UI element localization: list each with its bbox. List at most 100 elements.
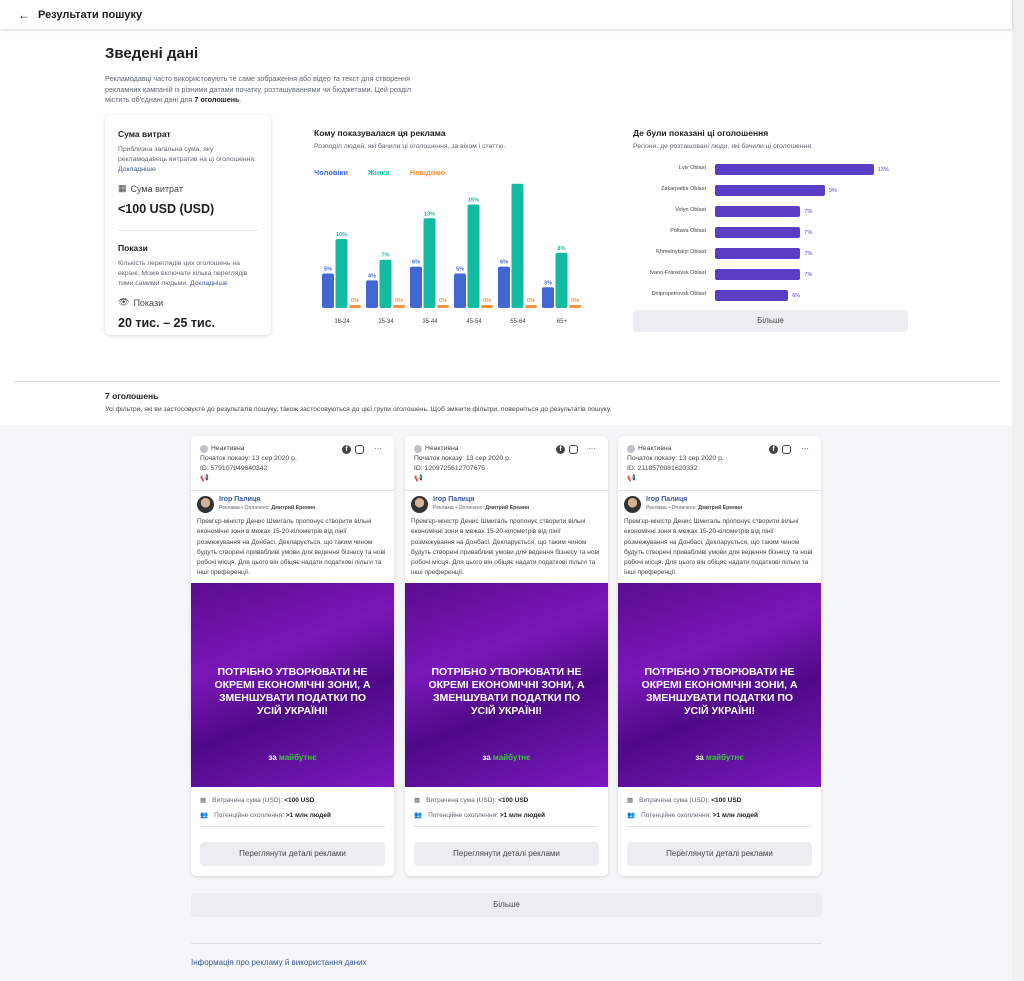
creative-brand: за майбутнє <box>191 753 394 762</box>
regions-section: Де були показані ці оголошення Регіони, … <box>633 128 908 332</box>
region-bar[interactable] <box>715 164 874 175</box>
intro-count: 7 оголошень <box>194 95 240 104</box>
region-value: 7% <box>804 251 813 257</box>
inactive-icon <box>200 445 208 453</box>
creative-slogan: ПОТРІБНО УТВОРЮВАТИ НЕ ОКРЕМІ ЕКОНОМІЧНІ… <box>428 666 585 717</box>
region-label: Zakarpattia Oblast <box>661 186 706 192</box>
legend-unknown[interactable]: Невідомо <box>409 168 446 177</box>
bar[interactable] <box>481 305 493 308</box>
spend-desc: Приблизна загальна сума, яку рекламодаве… <box>118 145 258 175</box>
region-row: Poltava Oblast 7% <box>633 227 908 238</box>
data-label: 8% <box>558 246 566 252</box>
data-label: 0% <box>571 298 579 304</box>
region-value: 9% <box>828 188 837 194</box>
region-bar[interactable] <box>715 269 801 280</box>
reach-value: >1 млн людей <box>712 811 758 819</box>
spend-more-link[interactable]: Докладніше <box>118 166 156 173</box>
facebook-icon: f <box>769 444 778 454</box>
ad-info-link[interactable]: Інформація про рекламу й використання да… <box>191 958 367 967</box>
ad-body: Прем'єр-міністр Денис Шмигаль пропонує с… <box>411 518 600 577</box>
bar[interactable] <box>335 239 348 308</box>
tick-label: 35-44 <box>422 319 438 325</box>
bar[interactable] <box>423 218 436 308</box>
tick-label: 25-34 <box>378 319 394 325</box>
megaphone-icon: 📢 <box>627 475 636 482</box>
instagram-icon <box>569 444 578 454</box>
ad-id: ID: 579107949640342 <box>200 465 268 472</box>
view-ad-details-button[interactable]: Переглянути деталі реклами <box>627 842 812 866</box>
ad-stats: ▦ Витрачена сума (USD): <100 USD 👥 Потенці… <box>414 796 599 827</box>
ad-spent: ▦ Витрачена сума (USD): <100 USD <box>627 796 812 805</box>
bar[interactable] <box>542 287 554 308</box>
region-bar[interactable] <box>715 248 801 259</box>
summary-intro: Рекламодавці часто використовують те сам… <box>105 74 411 104</box>
bar[interactable] <box>454 273 466 309</box>
bar[interactable] <box>379 259 392 308</box>
people-icon: 👥 <box>627 812 636 819</box>
more-ads-button[interactable]: Більше <box>191 893 822 917</box>
ad-status: Неактивна <box>200 444 385 454</box>
megaphone-icon: 📢 <box>200 475 209 482</box>
region-bar[interactable] <box>715 185 825 196</box>
tick-label: 65+ <box>557 319 568 325</box>
tick-label: 45-54 <box>466 319 482 325</box>
megaphone-icon: 📢 <box>414 475 423 482</box>
status-text: Неактивна <box>425 445 459 452</box>
advertiser-name[interactable]: Ігор Палиця <box>219 496 261 503</box>
advertiser: Ігор Палиця Реклама • Оплачено: Дмитрий Е… <box>405 491 608 513</box>
region-bar[interactable] <box>715 227 801 238</box>
more-options-icon[interactable]: ··· <box>801 444 809 453</box>
ad-start-date: Початок показу: 13 сер 2020 р. <box>627 455 724 462</box>
facebook-icon: f <box>342 444 351 454</box>
ads-count-title: 7 оголошень <box>105 391 159 401</box>
region-value: 7% <box>804 209 813 215</box>
regions-more-button[interactable]: Більше <box>633 310 908 332</box>
region-bar[interactable] <box>715 206 801 217</box>
bar[interactable] <box>511 183 524 308</box>
advertiser-name[interactable]: Ігор Палиця <box>433 496 475 503</box>
bar[interactable] <box>569 305 581 308</box>
payer-name: Дмитрий Еремин <box>271 505 316 511</box>
ad-creative-image: ПОТРІБНО УТВОРЮВАТИ НЕ ОКРЕМІ ЕКОНОМІЧНІ… <box>618 583 821 787</box>
bar[interactable] <box>410 266 422 308</box>
spent-value: <100 USD <box>711 796 742 804</box>
legend-men[interactable]: Чоловіки <box>314 168 348 177</box>
data-label: 0% <box>439 298 447 304</box>
more-options-icon[interactable]: ··· <box>374 444 382 453</box>
more-options-icon[interactable]: ··· <box>588 444 596 453</box>
ad-card-header: Неактивна Початок показу: 13 сер 2020 р.… <box>405 436 608 491</box>
bar[interactable] <box>467 204 480 309</box>
region-label: Dnipropetrovsk Oblast <box>651 291 706 297</box>
age-gender-chart: 5% 10% 0% 18-24 4% 7% 0% 25-34 6% 13% 0% 35-44 5% 15%… <box>322 183 581 325</box>
region-bar[interactable] <box>715 290 789 301</box>
ad-spent: ▦ Витрачена сума (USD): <100 USD <box>414 796 599 805</box>
scrollbar[interactable] <box>1012 0 1024 981</box>
bar[interactable] <box>525 305 537 308</box>
bar[interactable] <box>366 280 378 308</box>
bar[interactable] <box>393 305 405 308</box>
bar[interactable] <box>555 252 568 308</box>
ad-creative-image: ПОТРІБНО УТВОРЮВАТИ НЕ ОКРЕМІ ЕКОНОМІЧНІ… <box>405 583 608 787</box>
impressions-more-link[interactable]: Докладніше <box>189 280 228 287</box>
page-title: Зведені дані <box>105 45 199 62</box>
view-ad-details-button[interactable]: Переглянути деталі реклами <box>414 842 599 866</box>
bar[interactable] <box>437 305 449 308</box>
back-arrow-icon[interactable]: ← <box>18 7 30 22</box>
back-to-results-link[interactable]: Результати пошуку <box>38 8 143 21</box>
paid-prefix: Реклама • Оплачено: <box>646 505 699 511</box>
divider <box>414 826 599 827</box>
advertiser-name[interactable]: Ігор Палиця <box>646 496 688 503</box>
ad-text: Прем'єр-міністр Денис Шмигаль пропонує с… <box>191 513 394 583</box>
region-row: Dnipropetrovsk Oblast 6% <box>633 290 908 301</box>
creative-slogan: ПОТРІБНО УТВОРЮВАТИ НЕ ОКРЕМІ ЕКОНОМІЧНІ… <box>214 666 371 717</box>
divider <box>14 381 1000 382</box>
ad-body: Прем'єр-міністр Денис Шмигаль пропонує с… <box>197 518 386 577</box>
ad-status: Неактивна <box>627 444 812 454</box>
bar[interactable] <box>322 273 334 309</box>
bar[interactable] <box>349 305 361 308</box>
legend-women[interactable]: Жінки <box>367 168 390 177</box>
bar[interactable] <box>498 266 510 308</box>
ad-text: Прем'єр-міністр Денис Шмигаль пропонує с… <box>618 513 821 587</box>
view-ad-details-button[interactable]: Переглянути деталі реклами <box>200 842 385 866</box>
tick-label: 55-64 <box>510 319 526 325</box>
